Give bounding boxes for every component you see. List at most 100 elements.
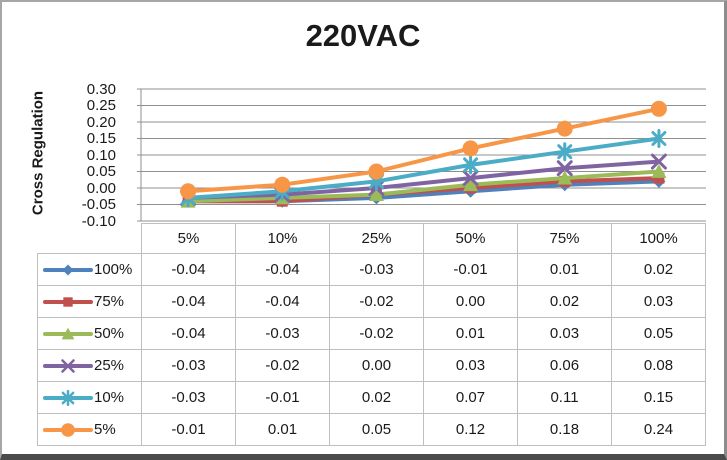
category-header: 100% [611, 223, 706, 254]
circle-marker [556, 120, 573, 137]
circle-marker [180, 183, 197, 200]
category-header: 50% [423, 223, 518, 254]
legend-key-icon [43, 327, 93, 339]
legend-cell: 10% [37, 381, 142, 414]
asterisk-marker [557, 142, 573, 162]
y-axis-tick: 0.15 [86, 130, 116, 147]
value-cell: -0.04 [235, 285, 330, 318]
table-row: 25% -0.03 -0.02 0.00 0.03 0.06 0.08 [37, 349, 706, 382]
y-axis-tick: 0.00 [86, 179, 116, 197]
square-marker [653, 172, 665, 184]
triangle-marker [61, 327, 75, 339]
triangle-marker [651, 164, 667, 178]
triangle-marker [463, 177, 479, 192]
series-line-5% [186, 106, 661, 194]
value-cell: -0.03 [235, 317, 330, 350]
legend-cell: 50% [37, 317, 142, 350]
y-axis-tick: 0.05 [86, 163, 116, 180]
value-cell: -0.01 [423, 253, 518, 286]
category-header: 75% [517, 223, 612, 254]
x-marker [462, 170, 479, 187]
asterisk-marker [61, 389, 75, 406]
legend-label: 50% [94, 325, 125, 342]
table-row: 100% -0.04 -0.04 -0.03 -0.01 0.01 0.02 [37, 253, 706, 286]
value-cell: 0.03 [423, 349, 518, 382]
asterisk-marker [651, 129, 667, 148]
legend-label: 100% [94, 261, 133, 278]
value-cell: 0.01 [423, 317, 518, 350]
circle-marker [462, 140, 479, 157]
table-corner-spacer [38, 224, 142, 254]
value-cell: -0.04 [235, 253, 330, 286]
legend-cell: 25% [37, 349, 142, 382]
legend-label: 5% [94, 421, 116, 438]
circle-marker [61, 422, 75, 437]
category-header: 5% [141, 223, 236, 254]
y-axis-tick: 0.30 [86, 80, 116, 98]
legend-key-icon [43, 422, 93, 437]
y-axis-tick: -0.05 [81, 196, 116, 213]
y-axis-tick: 0.25 [86, 97, 116, 114]
value-cell: 0.12 [423, 413, 518, 446]
table-row: 50% -0.04 -0.03 -0.02 0.01 0.03 0.05 [37, 317, 706, 350]
legend-label: 75% [94, 293, 125, 310]
legend-key-icon [43, 389, 93, 406]
value-cell: -0.03 [141, 349, 236, 382]
legend-cell: 100% [37, 253, 142, 286]
value-cell: 0.00 [329, 349, 424, 382]
value-cell: 0.01 [235, 413, 330, 446]
legend-label: 25% [94, 357, 125, 374]
value-cell: 0.06 [517, 349, 612, 382]
y-axis-tick: 0.20 [86, 113, 116, 131]
value-cell: 0.02 [517, 285, 612, 318]
category-header: 10% [235, 223, 330, 254]
circle-marker [274, 176, 291, 193]
triangle-marker [368, 187, 384, 201]
value-cell: -0.04 [141, 317, 236, 350]
diamond-marker [62, 263, 74, 276]
circle-marker [650, 100, 667, 117]
value-cell: -0.01 [235, 381, 330, 414]
y-axis-tick: 0.10 [86, 146, 116, 164]
square-marker [63, 296, 73, 307]
chart-data-table: 5% 10% 25% 50% 75% 100% 100% -0.04 -0.04 -0.03 -0.… [37, 223, 706, 446]
circle-marker [368, 163, 385, 180]
value-cell: 0.01 [517, 253, 612, 286]
table-row: 10% -0.03 -0.01 0.02 0.07 0.11 0.15 [37, 381, 706, 414]
category-header: 25% [329, 223, 424, 254]
value-cell: 0.15 [611, 381, 706, 414]
value-cell: 0.08 [611, 349, 706, 382]
legend-key-icon [43, 358, 93, 373]
asterisk-marker [463, 155, 479, 175]
x-marker [556, 160, 573, 177]
value-cell: -0.02 [235, 349, 330, 382]
table-row: 5% -0.01 0.01 0.05 0.12 0.18 0.24 [37, 413, 706, 446]
x-marker [650, 153, 667, 170]
x-marker [61, 358, 75, 373]
value-cell: 0.18 [517, 413, 612, 446]
legend-key-icon [43, 296, 93, 307]
table-row: 75% -0.04 -0.04 -0.02 0.00 0.02 0.03 [37, 285, 706, 318]
value-cell: -0.01 [141, 413, 236, 446]
legend-key-icon [43, 263, 93, 276]
value-cell: 0.07 [423, 381, 518, 414]
value-cell: 0.02 [611, 253, 706, 286]
legend-cell: 75% [37, 285, 142, 318]
chart-title: 220VAC [305, 18, 421, 53]
value-cell: 0.02 [329, 381, 424, 414]
series-line-25% [186, 159, 661, 200]
value-cell: 0.24 [611, 413, 706, 446]
value-cell: -0.03 [141, 381, 236, 414]
y-axis-tick: -0.10 [81, 212, 116, 230]
legend-cell: 5% [37, 413, 142, 446]
value-cell: -0.02 [329, 285, 424, 318]
value-cell: 0.05 [329, 413, 424, 446]
value-cell: 0.03 [611, 285, 706, 318]
plot-area [137, 88, 706, 222]
series-line-50% [186, 169, 661, 204]
value-cell: 0.11 [517, 381, 612, 414]
value-cell: 0.03 [517, 317, 612, 350]
legend-label: 10% [94, 389, 125, 406]
value-cell: 0.00 [423, 285, 518, 318]
